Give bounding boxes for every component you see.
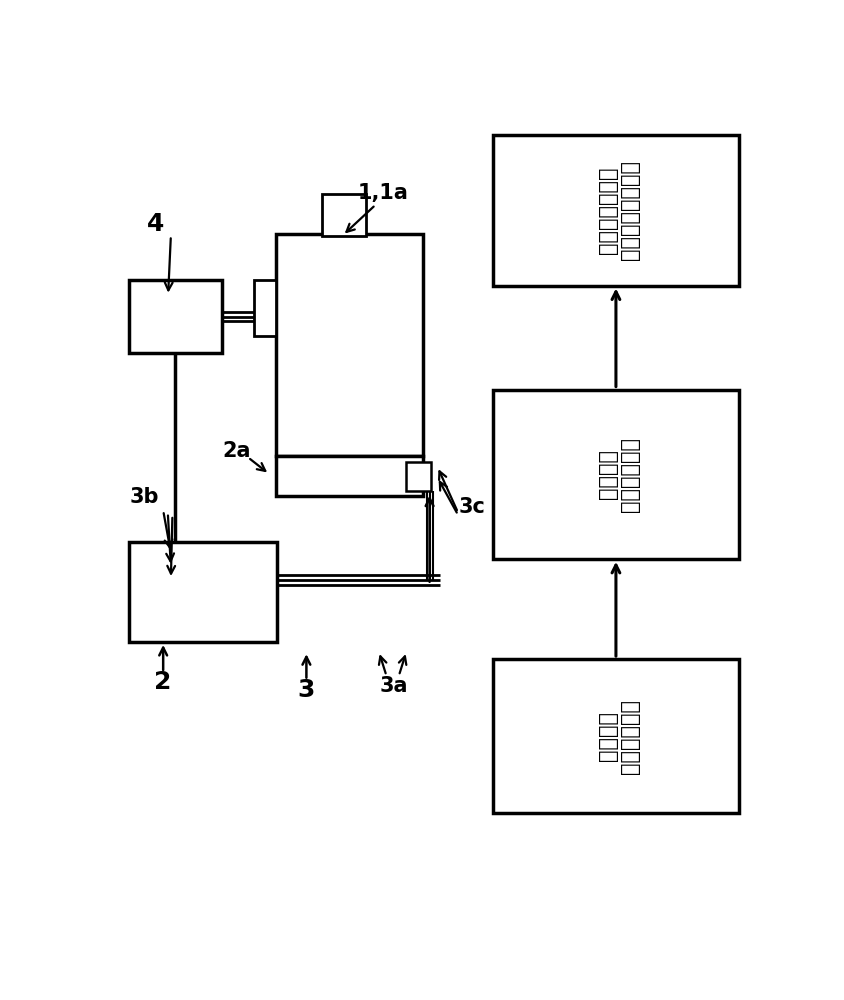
Text: 3: 3 (297, 678, 315, 702)
Text: 3c: 3c (457, 497, 484, 517)
Bar (275, 456, 423, 496)
Text: 3b: 3b (130, 487, 160, 507)
Bar (492, 659, 738, 813)
Text: 在失效安全控制器: 在失效安全控制器 (619, 160, 639, 260)
Text: 2a: 2a (223, 441, 251, 461)
Text: 3a: 3a (380, 676, 408, 696)
Bar (322, 194, 366, 236)
Text: 定期望値: 定期望値 (598, 711, 618, 761)
Bar (492, 135, 738, 286)
Text: 4: 4 (147, 212, 164, 236)
Text: 中对速度的监测: 中对速度的监测 (598, 167, 618, 254)
Bar (492, 389, 738, 559)
Bar (254, 280, 275, 336)
Text: 使用无线电指: 使用无线电指 (619, 698, 639, 774)
Bar (406, 462, 430, 491)
Bar (129, 542, 277, 642)
Bar (129, 280, 221, 353)
Bar (275, 234, 423, 456)
Text: 在变换器中的: 在变换器中的 (619, 437, 639, 512)
Text: 斜坡计算: 斜坡计算 (598, 449, 618, 499)
Text: 1,1a: 1,1a (358, 183, 408, 203)
Text: 2: 2 (154, 670, 171, 694)
